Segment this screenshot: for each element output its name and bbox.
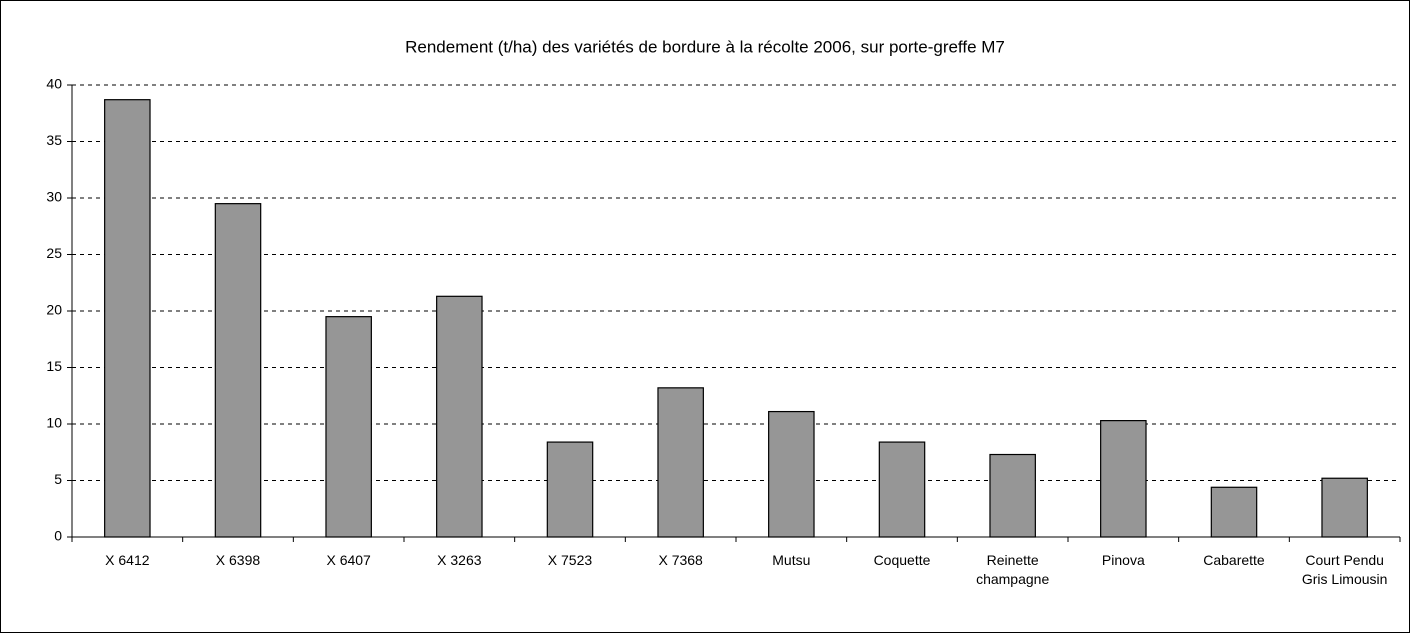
bar: [325, 316, 372, 538]
x-tick-label: Mutsu: [772, 552, 811, 568]
bar: [878, 441, 926, 538]
y-tick-label: 25: [46, 245, 62, 261]
x-tick-label: X 7368: [658, 552, 703, 568]
x-tick-label: Court Pendu Gris Limousin: [1301, 552, 1388, 587]
bar: [657, 387, 704, 538]
x-tick-label: X 3263: [437, 552, 482, 568]
x-tick-label: Reinette champagne: [976, 552, 1050, 587]
bar: [546, 441, 594, 538]
x-tick-label: Coquette: [873, 552, 931, 568]
bar: [1210, 486, 1258, 538]
bar: [214, 203, 262, 538]
bar: [104, 99, 151, 538]
x-tick-label: X 6398: [215, 552, 261, 568]
y-tick-label: 10: [46, 415, 62, 431]
y-tick-label: 5: [54, 471, 62, 487]
x-tick-label: Cabarette: [1203, 552, 1265, 568]
bar: [768, 410, 815, 538]
y-tick-label: 30: [46, 189, 62, 205]
x-tick-label: X 7523: [547, 552, 593, 568]
chart-title: Rendement (t/ha) des variétés de bordure…: [405, 37, 1005, 56]
y-tick-label: 40: [46, 76, 62, 92]
x-tick-label: X 6407: [326, 552, 371, 568]
x-tick-label: Pinova: [1101, 552, 1145, 568]
bar: [1321, 477, 1368, 538]
y-tick-label: 15: [46, 358, 62, 374]
bar: [436, 295, 483, 538]
bar: [1100, 420, 1147, 538]
y-tick-label: 0: [54, 528, 62, 544]
bar: [989, 453, 1036, 538]
y-tick-label: 20: [46, 302, 62, 318]
x-tick-label: X 6412: [105, 552, 150, 568]
y-tick-label: 35: [46, 132, 62, 148]
